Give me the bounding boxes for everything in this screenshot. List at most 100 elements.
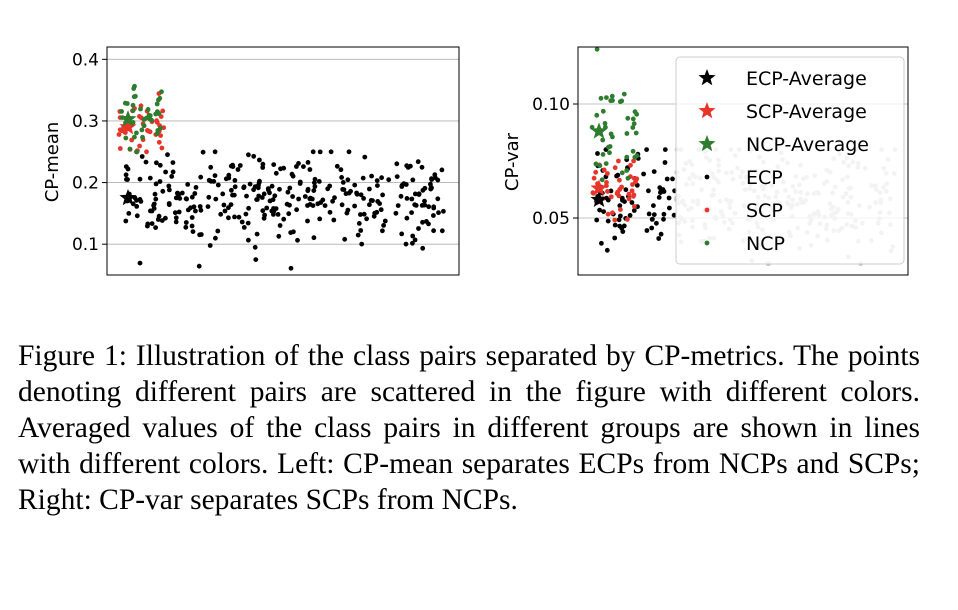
ecp-point [264,205,270,211]
ncp-point [133,93,138,99]
ecp-point [399,231,405,237]
ncp-point [119,109,124,114]
scp-point [626,196,632,202]
ncp-point [139,127,145,133]
ecp-point [212,173,218,179]
ecp-point [605,197,611,203]
ncp-point [594,112,600,118]
ecp-point [428,184,434,190]
ecp-point [251,153,257,159]
ecp-point [193,185,199,190]
ncp-point [632,109,638,115]
ecp-point [305,186,311,192]
ecp-point [137,260,143,266]
scp-average-star [590,179,608,196]
ecp-point [345,177,351,183]
legend-label: SCP-Average [746,101,867,123]
ecp-point [646,211,652,217]
ecp-point [631,208,637,213]
ecp-point [151,201,157,207]
ecp-point [185,182,191,187]
scp-point [144,149,149,155]
scp-point [601,167,607,173]
ecp-point [409,210,414,216]
ncp-point [625,175,631,181]
ecp-point [143,159,149,165]
ecp-point [221,202,227,208]
ecp-point [380,228,385,234]
ecp-point [422,202,428,208]
ecp-point [307,167,313,172]
ecp-point [352,182,358,188]
ecp-point [310,149,316,155]
ecp-point [355,232,361,238]
ecp-point [658,231,664,237]
ecp-point [378,207,384,213]
ecp-point [246,152,251,158]
ncp-point [619,170,625,176]
scp-point [612,217,618,223]
ncp-point [600,108,606,114]
ecp-point [169,174,175,179]
ecp-point [235,167,241,172]
ncp-point [600,152,606,157]
ecp-point [220,191,226,197]
ecp-point [422,185,428,191]
ecp-point [644,228,650,233]
ncp-point [155,109,160,114]
ecp-point [660,187,666,192]
ecp-point [193,208,198,214]
ncp-point [633,130,639,136]
ecp-point [439,228,445,234]
ecp-point [375,199,381,204]
ncp-point [140,134,145,140]
ncp-point [132,83,137,89]
ecp-point [284,201,290,207]
ecp-point [286,211,292,217]
scp-point [616,158,621,164]
ecp-point [173,219,179,225]
ecp-point [339,202,345,208]
ncp-point [127,146,133,152]
legend-star-icon [698,69,716,86]
ecp-point [254,197,259,203]
scp-point [631,158,636,164]
ecp-point [432,172,438,178]
ecp-point [354,191,360,197]
ecp-point [435,196,441,202]
ecp-point [364,216,369,222]
ecp-point [236,214,242,220]
ecp-point [252,244,258,250]
ncp-point [606,144,611,150]
ecp-point [213,196,219,202]
ecp-point [667,205,672,211]
scp-point [154,120,160,125]
ecp-point [620,197,625,203]
ecp-point [198,174,204,180]
figure-panels: 0.1 0.2 0.3 0.4 CP-mean 0.05 0.10 CP-var ECP… [42,46,909,276]
ecp-point [436,210,441,216]
ecp-point [241,225,247,230]
ecp-point [403,182,409,187]
ecp-point [601,209,606,215]
ecp-point [246,205,252,211]
ecp-point [189,223,195,229]
ecp-point [410,233,416,239]
ecp-point [297,181,303,186]
ecp-point [179,190,185,196]
ecp-point [167,187,172,193]
ecp-point [271,206,276,211]
ecp-point [260,208,266,214]
ecp-point [311,188,317,194]
ecp-point [155,217,161,222]
ecp-point [594,217,600,223]
ncp-point [630,148,636,154]
scp-point [604,180,609,185]
ecp-point [356,221,362,226]
scp-point [612,165,618,171]
cp-var-average-stars [590,122,608,208]
ecp-point [257,178,262,184]
ecp-point [619,225,625,231]
legend-star-icon [698,135,716,152]
ecp-point [618,213,623,219]
